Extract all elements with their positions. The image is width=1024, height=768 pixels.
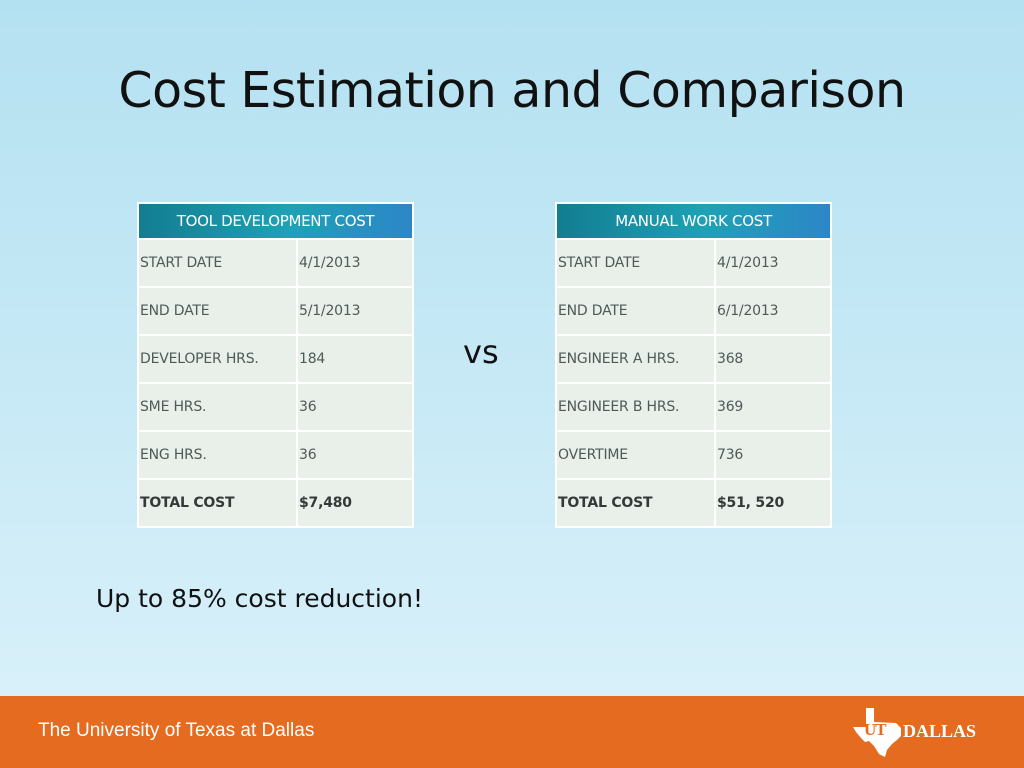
row-label: ENG HRS. <box>137 430 298 480</box>
row-label: START DATE <box>137 238 298 288</box>
row-value: $7,480 <box>296 478 414 528</box>
logo-dallas-text: DALLAS <box>903 721 977 741</box>
table-header: MANUAL WORK COST <box>556 203 831 239</box>
utd-logo: UT DALLAS <box>852 706 1002 758</box>
texas-map-logo-icon <box>853 708 901 757</box>
row-value: 6/1/2013 <box>714 286 832 336</box>
table-row: OVERTIME 736 <box>555 430 832 480</box>
row-value: 36 <box>296 382 414 432</box>
table-row: ENG HRS. 36 <box>137 430 414 480</box>
row-label: END DATE <box>555 286 716 336</box>
cost-reduction-tagline: Up to 85% cost reduction! <box>96 584 423 613</box>
row-value: 184 <box>296 334 414 384</box>
table-header-row: TOOL DEVELOPMENT COST <box>138 203 413 239</box>
row-value: 736 <box>714 430 832 480</box>
row-label: OVERTIME <box>555 430 716 480</box>
table-row: END DATE 6/1/2013 <box>555 286 832 336</box>
row-label: TOTAL COST <box>137 478 298 528</box>
row-value: $51, 520 <box>714 478 832 528</box>
row-value: 36 <box>296 430 414 480</box>
table-row: START DATE 4/1/2013 <box>555 238 832 288</box>
table-row: SME HRS. 36 <box>137 382 414 432</box>
row-label: START DATE <box>555 238 716 288</box>
total-row: TOTAL COST $7,480 <box>137 478 414 528</box>
row-value: 5/1/2013 <box>296 286 414 336</box>
vs-text: vs <box>463 333 499 371</box>
table-row: START DATE 4/1/2013 <box>137 238 414 288</box>
logo-ut-text: UT <box>864 720 887 739</box>
row-label: SME HRS. <box>137 382 298 432</box>
table-header: TOOL DEVELOPMENT COST <box>138 203 413 239</box>
row-value: 4/1/2013 <box>296 238 414 288</box>
row-value: 368 <box>714 334 832 384</box>
row-value: 4/1/2013 <box>714 238 832 288</box>
table-row: ENGINEER A HRS. 368 <box>555 334 832 384</box>
university-name: The University of Texas at Dallas <box>38 720 315 741</box>
table-row: DEVELOPER HRS. 184 <box>137 334 414 384</box>
row-label: DEVELOPER HRS. <box>137 334 298 384</box>
footer-bar: The University of Texas at Dallas UT DAL… <box>0 696 1024 768</box>
row-label: ENGINEER A HRS. <box>555 334 716 384</box>
table-row: ENGINEER B HRS. 369 <box>555 382 832 432</box>
row-label: ENGINEER B HRS. <box>555 382 716 432</box>
manual-work-cost-table: MANUAL WORK COST START DATE 4/1/2013 END… <box>555 202 832 528</box>
table-header-row: MANUAL WORK COST <box>556 203 831 239</box>
row-label: TOTAL COST <box>555 478 716 528</box>
slide-title: Cost Estimation and Comparison <box>118 62 906 119</box>
table-row: END DATE 5/1/2013 <box>137 286 414 336</box>
row-value: 369 <box>714 382 832 432</box>
total-row: TOTAL COST $51, 520 <box>555 478 832 528</box>
row-label: END DATE <box>137 286 298 336</box>
tool-development-cost-table: TOOL DEVELOPMENT COST START DATE 4/1/201… <box>137 202 414 528</box>
